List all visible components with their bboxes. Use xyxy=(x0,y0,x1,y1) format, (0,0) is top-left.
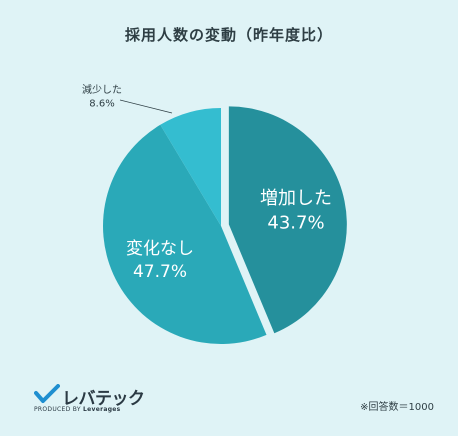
logo-name: レバテック xyxy=(62,389,145,409)
logo-subtitle: PRODUCED BY Leverages xyxy=(34,406,121,413)
slice-label-unchanged: 変化なし xyxy=(126,239,194,259)
pie-slice-decreased xyxy=(160,108,221,226)
footnote: ※回答数＝1000 xyxy=(360,402,434,413)
chart-title: 採用人数の変動（昨年度比） xyxy=(124,26,333,44)
slice-label-decreased: 減少した xyxy=(82,83,122,96)
slice-label-increased: 増加した xyxy=(260,188,332,209)
slice-value-increased: 43.7% xyxy=(267,212,324,233)
slice-value-decreased: 8.6% xyxy=(89,99,114,110)
logo-check-icon xyxy=(34,384,60,403)
pie-slice-increased xyxy=(228,106,347,334)
slice-value-unchanged: 47.7% xyxy=(133,262,187,282)
logo-sub-brand: Leverages xyxy=(83,406,121,413)
pie-slice-unchanged xyxy=(103,124,267,345)
leader-line-decreased xyxy=(119,99,173,114)
logo-sub-prefix: PRODUCED BY xyxy=(34,406,81,413)
